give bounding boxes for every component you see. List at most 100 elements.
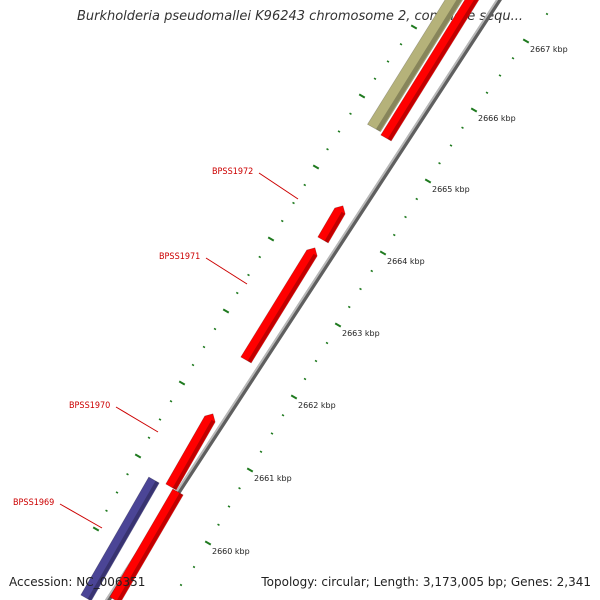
gene-bpss1971 — [240, 247, 318, 364]
inner-minor-tick — [280, 219, 284, 223]
outer-tick-ring — [179, 12, 549, 587]
inner-major-tick — [312, 164, 320, 170]
scale-minor-tick — [314, 359, 318, 363]
inner-major-tick — [410, 24, 418, 30]
scale-major-tick — [290, 394, 298, 400]
scale-minor-tick — [511, 57, 515, 60]
inner-minor-tick — [373, 77, 377, 80]
scale-major-tick — [334, 322, 342, 328]
scale-minor-tick — [227, 505, 231, 508]
gene-bpss1972-shade — [324, 211, 345, 243]
scale-minor-tick — [179, 583, 183, 587]
gene-upstream — [380, 0, 480, 142]
sequence-title: Burkholderia pseudomallei K96243 chromos… — [76, 9, 524, 24]
inner-minor-tick — [303, 183, 307, 187]
genome-summary-text: Topology: circular; Length: 3,173,005 bp… — [261, 575, 591, 589]
inner-minor-tick — [326, 148, 329, 151]
scale-minor-tick — [217, 523, 220, 526]
scale-label: 2665 kbp — [432, 185, 470, 194]
scale-label: 2663 kbp — [342, 329, 380, 338]
gene-label-leader — [115, 406, 159, 433]
inner-tick-ring — [92, 24, 418, 532]
scale-minor-tick — [498, 74, 502, 77]
inner-minor-tick — [292, 201, 295, 205]
inner-minor-tick — [191, 363, 195, 367]
inner-minor-tick — [258, 255, 262, 259]
scale-major-tick — [470, 107, 478, 113]
scale-minor-tick — [404, 215, 407, 219]
scale-minor-tick — [238, 487, 241, 490]
scale-minor-tick — [192, 565, 196, 569]
inner-minor-tick — [147, 436, 151, 439]
scale-major-tick — [424, 178, 432, 184]
scale-major-tick — [522, 38, 530, 44]
scale-label: 2666 kbp — [478, 114, 516, 123]
gene-olive-feature-shade — [376, 0, 462, 132]
scale-label: 2667 kbp — [530, 45, 568, 54]
inner-minor-tick — [105, 509, 108, 512]
gene-bpss1970 — [165, 413, 216, 491]
scale-minor-tick — [325, 341, 329, 345]
scale-minor-tick — [438, 162, 441, 165]
gene-label-leader — [258, 172, 299, 200]
gene-bpss1971-shade — [247, 253, 317, 363]
scale-minor-tick — [415, 197, 419, 201]
scale-major-tick — [246, 467, 254, 473]
gene-blue-feature-shade — [87, 480, 159, 600]
scale-minor-tick — [545, 12, 549, 16]
scale-label: 2660 kbp — [212, 547, 250, 556]
gene-blue-feature — [80, 476, 160, 600]
inner-minor-tick — [169, 400, 173, 403]
gene-label: BPSS1970 — [69, 401, 110, 411]
inner-minor-tick — [349, 112, 352, 115]
scale-minor-tick — [485, 91, 489, 94]
inner-major-tick — [178, 380, 186, 386]
backbone-line — [104, 0, 499, 600]
scale-minor-tick — [370, 269, 374, 273]
scale-label: 2661 kbp — [254, 474, 292, 483]
backbone-shadow — [105, 0, 502, 600]
gene-label-leader — [59, 503, 103, 529]
scale-minor-tick — [347, 305, 351, 309]
gene-bpss1970-shade — [172, 419, 215, 490]
scale-major-tick — [379, 250, 387, 256]
inner-major-tick — [134, 453, 142, 459]
scale-minor-tick — [270, 432, 274, 435]
scale-minor-tick — [359, 287, 362, 291]
scale-minor-tick — [449, 144, 453, 147]
scale-minor-tick — [303, 377, 307, 381]
inner-minor-tick — [399, 43, 403, 46]
inner-minor-tick — [247, 273, 250, 277]
gene-bpss1972 — [317, 205, 346, 244]
inner-minor-tick — [235, 291, 239, 295]
chromosome-backbone — [104, 0, 502, 600]
scale-minor-tick — [259, 450, 263, 453]
gene-olive-feature — [367, 0, 463, 133]
gene-label: BPSS1971 — [159, 252, 200, 262]
gene-bpss1969 — [109, 488, 184, 600]
accession-text: Accession: NC_006351 — [9, 575, 146, 589]
scale-major-tick — [204, 540, 212, 546]
inner-minor-tick — [337, 130, 341, 133]
inner-minor-tick — [386, 60, 390, 63]
inner-major-tick — [267, 236, 275, 242]
gene-label-leader — [205, 257, 248, 285]
inner-minor-tick — [158, 418, 162, 421]
inner-minor-tick — [126, 473, 129, 476]
inner-minor-tick — [115, 491, 119, 494]
gene-label: BPSS1972 — [212, 167, 253, 177]
gene-labels: BPSS1969 BPSS1970 BPSS1971 BPSS1972 — [13, 167, 299, 529]
gene-label: BPSS1969 — [13, 498, 54, 508]
scale-label: 2664 kbp — [387, 257, 425, 266]
scale-minor-tick — [392, 233, 396, 237]
gene-upstream-shade — [387, 0, 479, 141]
gene-features — [80, 0, 480, 600]
scale-minor-tick — [281, 414, 285, 417]
inner-minor-tick — [202, 345, 206, 349]
scale-label: 2662 kbp — [298, 401, 336, 410]
gene-bpss1969-shade — [117, 492, 183, 600]
scale-minor-tick — [461, 126, 464, 129]
inner-major-tick — [222, 308, 230, 314]
